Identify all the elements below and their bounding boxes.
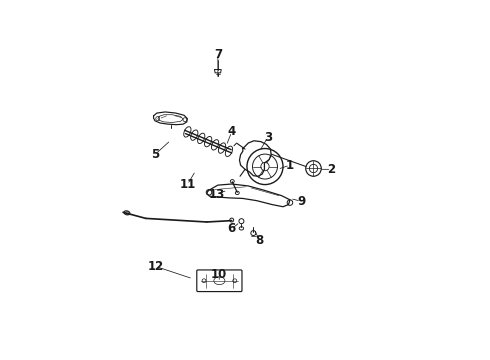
Text: 10: 10	[211, 268, 227, 281]
Text: 2: 2	[327, 163, 336, 176]
Text: 5: 5	[151, 148, 160, 161]
Text: 4: 4	[227, 125, 236, 138]
Text: 9: 9	[297, 195, 305, 208]
Text: 7: 7	[214, 48, 222, 61]
Text: 13: 13	[208, 188, 224, 201]
Text: 8: 8	[255, 234, 264, 247]
Text: 6: 6	[227, 222, 236, 235]
Text: 1: 1	[286, 159, 294, 172]
Text: 3: 3	[264, 131, 272, 144]
Text: 11: 11	[179, 178, 196, 191]
Text: 12: 12	[147, 260, 164, 273]
